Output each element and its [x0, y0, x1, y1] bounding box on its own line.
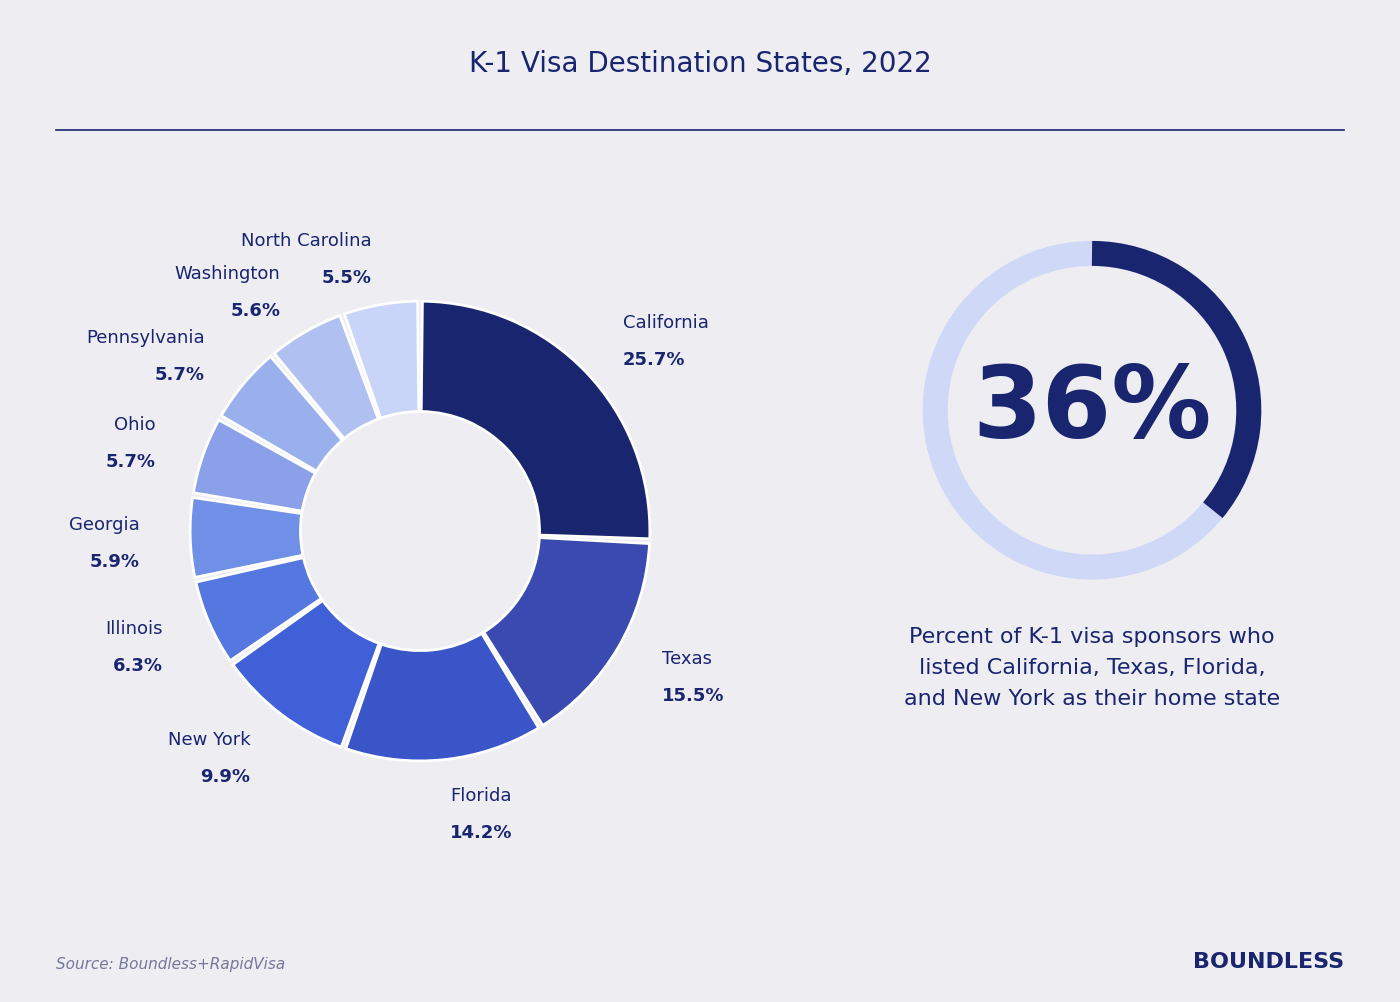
Text: K-1 Visa Destination States, 2022: K-1 Visa Destination States, 2022 [469, 50, 931, 78]
Wedge shape [196, 558, 321, 660]
Wedge shape [232, 600, 379, 747]
Wedge shape [344, 302, 419, 418]
Text: North Carolina: North Carolina [241, 232, 372, 250]
Text: Pennsylvania: Pennsylvania [85, 329, 204, 347]
Text: California: California [623, 315, 708, 333]
Text: 14.2%: 14.2% [449, 824, 512, 842]
Text: 5.7%: 5.7% [105, 453, 155, 471]
Text: 5.9%: 5.9% [90, 553, 140, 571]
Wedge shape [274, 316, 378, 439]
Wedge shape [221, 357, 342, 471]
Text: Ohio: Ohio [113, 416, 155, 434]
Text: 6.3%: 6.3% [113, 657, 162, 675]
Text: Texas: Texas [662, 650, 711, 668]
Wedge shape [346, 633, 539, 761]
Wedge shape [193, 420, 315, 511]
Wedge shape [484, 537, 650, 725]
Text: 25.7%: 25.7% [623, 351, 685, 369]
Wedge shape [421, 302, 650, 539]
Text: Washington: Washington [175, 266, 280, 284]
Text: Georgia: Georgia [69, 516, 140, 534]
Text: 5.7%: 5.7% [154, 366, 204, 384]
Text: 36%: 36% [973, 362, 1211, 459]
Text: 15.5%: 15.5% [662, 687, 724, 705]
Text: 5.6%: 5.6% [230, 302, 280, 320]
Text: BOUNDLESS: BOUNDLESS [1193, 952, 1344, 972]
Text: New York: New York [168, 731, 251, 749]
Text: Percent of K-1 visa sponsors who
listed California, Texas, Florida,
and New York: Percent of K-1 visa sponsors who listed … [904, 626, 1280, 709]
Text: Florida: Florida [449, 788, 511, 806]
Text: Illinois: Illinois [105, 620, 162, 638]
Text: 5.5%: 5.5% [322, 269, 372, 287]
Text: Source: Boundless+RapidVisa: Source: Boundless+RapidVisa [56, 957, 286, 972]
Wedge shape [190, 497, 302, 577]
Text: 9.9%: 9.9% [200, 769, 251, 787]
